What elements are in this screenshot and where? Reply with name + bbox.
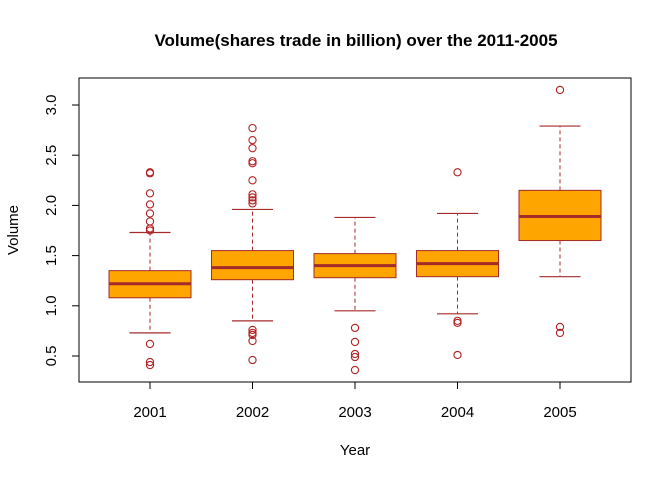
boxes-layer: [108, 85, 602, 375]
outlier-2002-3: [248, 328, 257, 338]
y-tick-label-2.0: 2.0: [43, 195, 60, 216]
x-tick-label-2004: 2004: [441, 404, 474, 421]
outlier-2002-13: [248, 135, 257, 145]
y-axis-label: Volume: [5, 205, 22, 255]
outlier-2005-0: [555, 328, 565, 338]
box-2004: [416, 168, 499, 360]
outlier-2002-12: [248, 144, 257, 153]
outlier-2005-1: [555, 322, 565, 332]
outlier-2002-0: [248, 355, 257, 365]
outlier-2002-9: [248, 176, 257, 185]
outlier-2001-6: [145, 209, 155, 218]
outlier-2002-4: [248, 325, 257, 335]
box-2003: [313, 216, 397, 375]
outlier-2001-7: [145, 200, 155, 209]
outlier-2004-2: [453, 316, 462, 326]
outlier-2003-3: [350, 337, 360, 347]
x-axis-label: Year: [340, 442, 370, 459]
outlier-2002-5: [248, 199, 257, 208]
outlier-2003-1: [350, 352, 360, 362]
chart-title: Volume(shares trade in billion) over the…: [154, 31, 557, 50]
outlier-2002-1: [248, 336, 257, 346]
outlier-2001-10: [145, 168, 155, 177]
outlier-2005-2: [555, 85, 565, 95]
y-tick-label-0.5: 0.5: [43, 346, 60, 367]
outlier-2002-8: [248, 190, 257, 199]
x-tick-label-2002: 2002: [236, 404, 269, 421]
outlier-2002-7: [248, 193, 257, 202]
box-2001: [108, 168, 192, 370]
x-tick-label-2003: 2003: [338, 404, 371, 421]
y-tick-label-1.0: 1.0: [43, 295, 60, 316]
outlier-2001-1: [145, 357, 155, 367]
y-tick-label-3.0: 3.0: [43, 95, 60, 116]
y-tick-label-1.5: 1.5: [43, 245, 60, 266]
outlier-2002-14: [248, 123, 257, 133]
outlier-2001-5: [145, 217, 155, 226]
outlier-2003-4: [350, 323, 360, 333]
box-2002: [211, 123, 294, 365]
y-tick-label-2.5: 2.5: [43, 145, 60, 166]
outlier-2001-2: [145, 339, 155, 349]
outlier-2003-2: [350, 349, 360, 359]
outlier-2003-0: [350, 365, 360, 375]
outlier-2001-8: [145, 189, 155, 198]
outlier-2002-11: [248, 157, 257, 166]
outlier-2002-6: [248, 196, 257, 205]
x-tick-label-2005: 2005: [543, 404, 576, 421]
iqr-box-2002: [211, 250, 294, 281]
y-axis: 0.5 1.0 1.5 2.0 2.5 3.0: [43, 95, 80, 367]
outlier-2004-3: [453, 168, 462, 177]
box-2005: [518, 85, 602, 338]
outlier-2001-0: [145, 360, 155, 370]
outlier-2004-0: [453, 350, 462, 360]
x-axis: 2001 2002 2003 2004 2005: [133, 381, 577, 421]
x-tick-label-2001: 2001: [133, 404, 166, 421]
